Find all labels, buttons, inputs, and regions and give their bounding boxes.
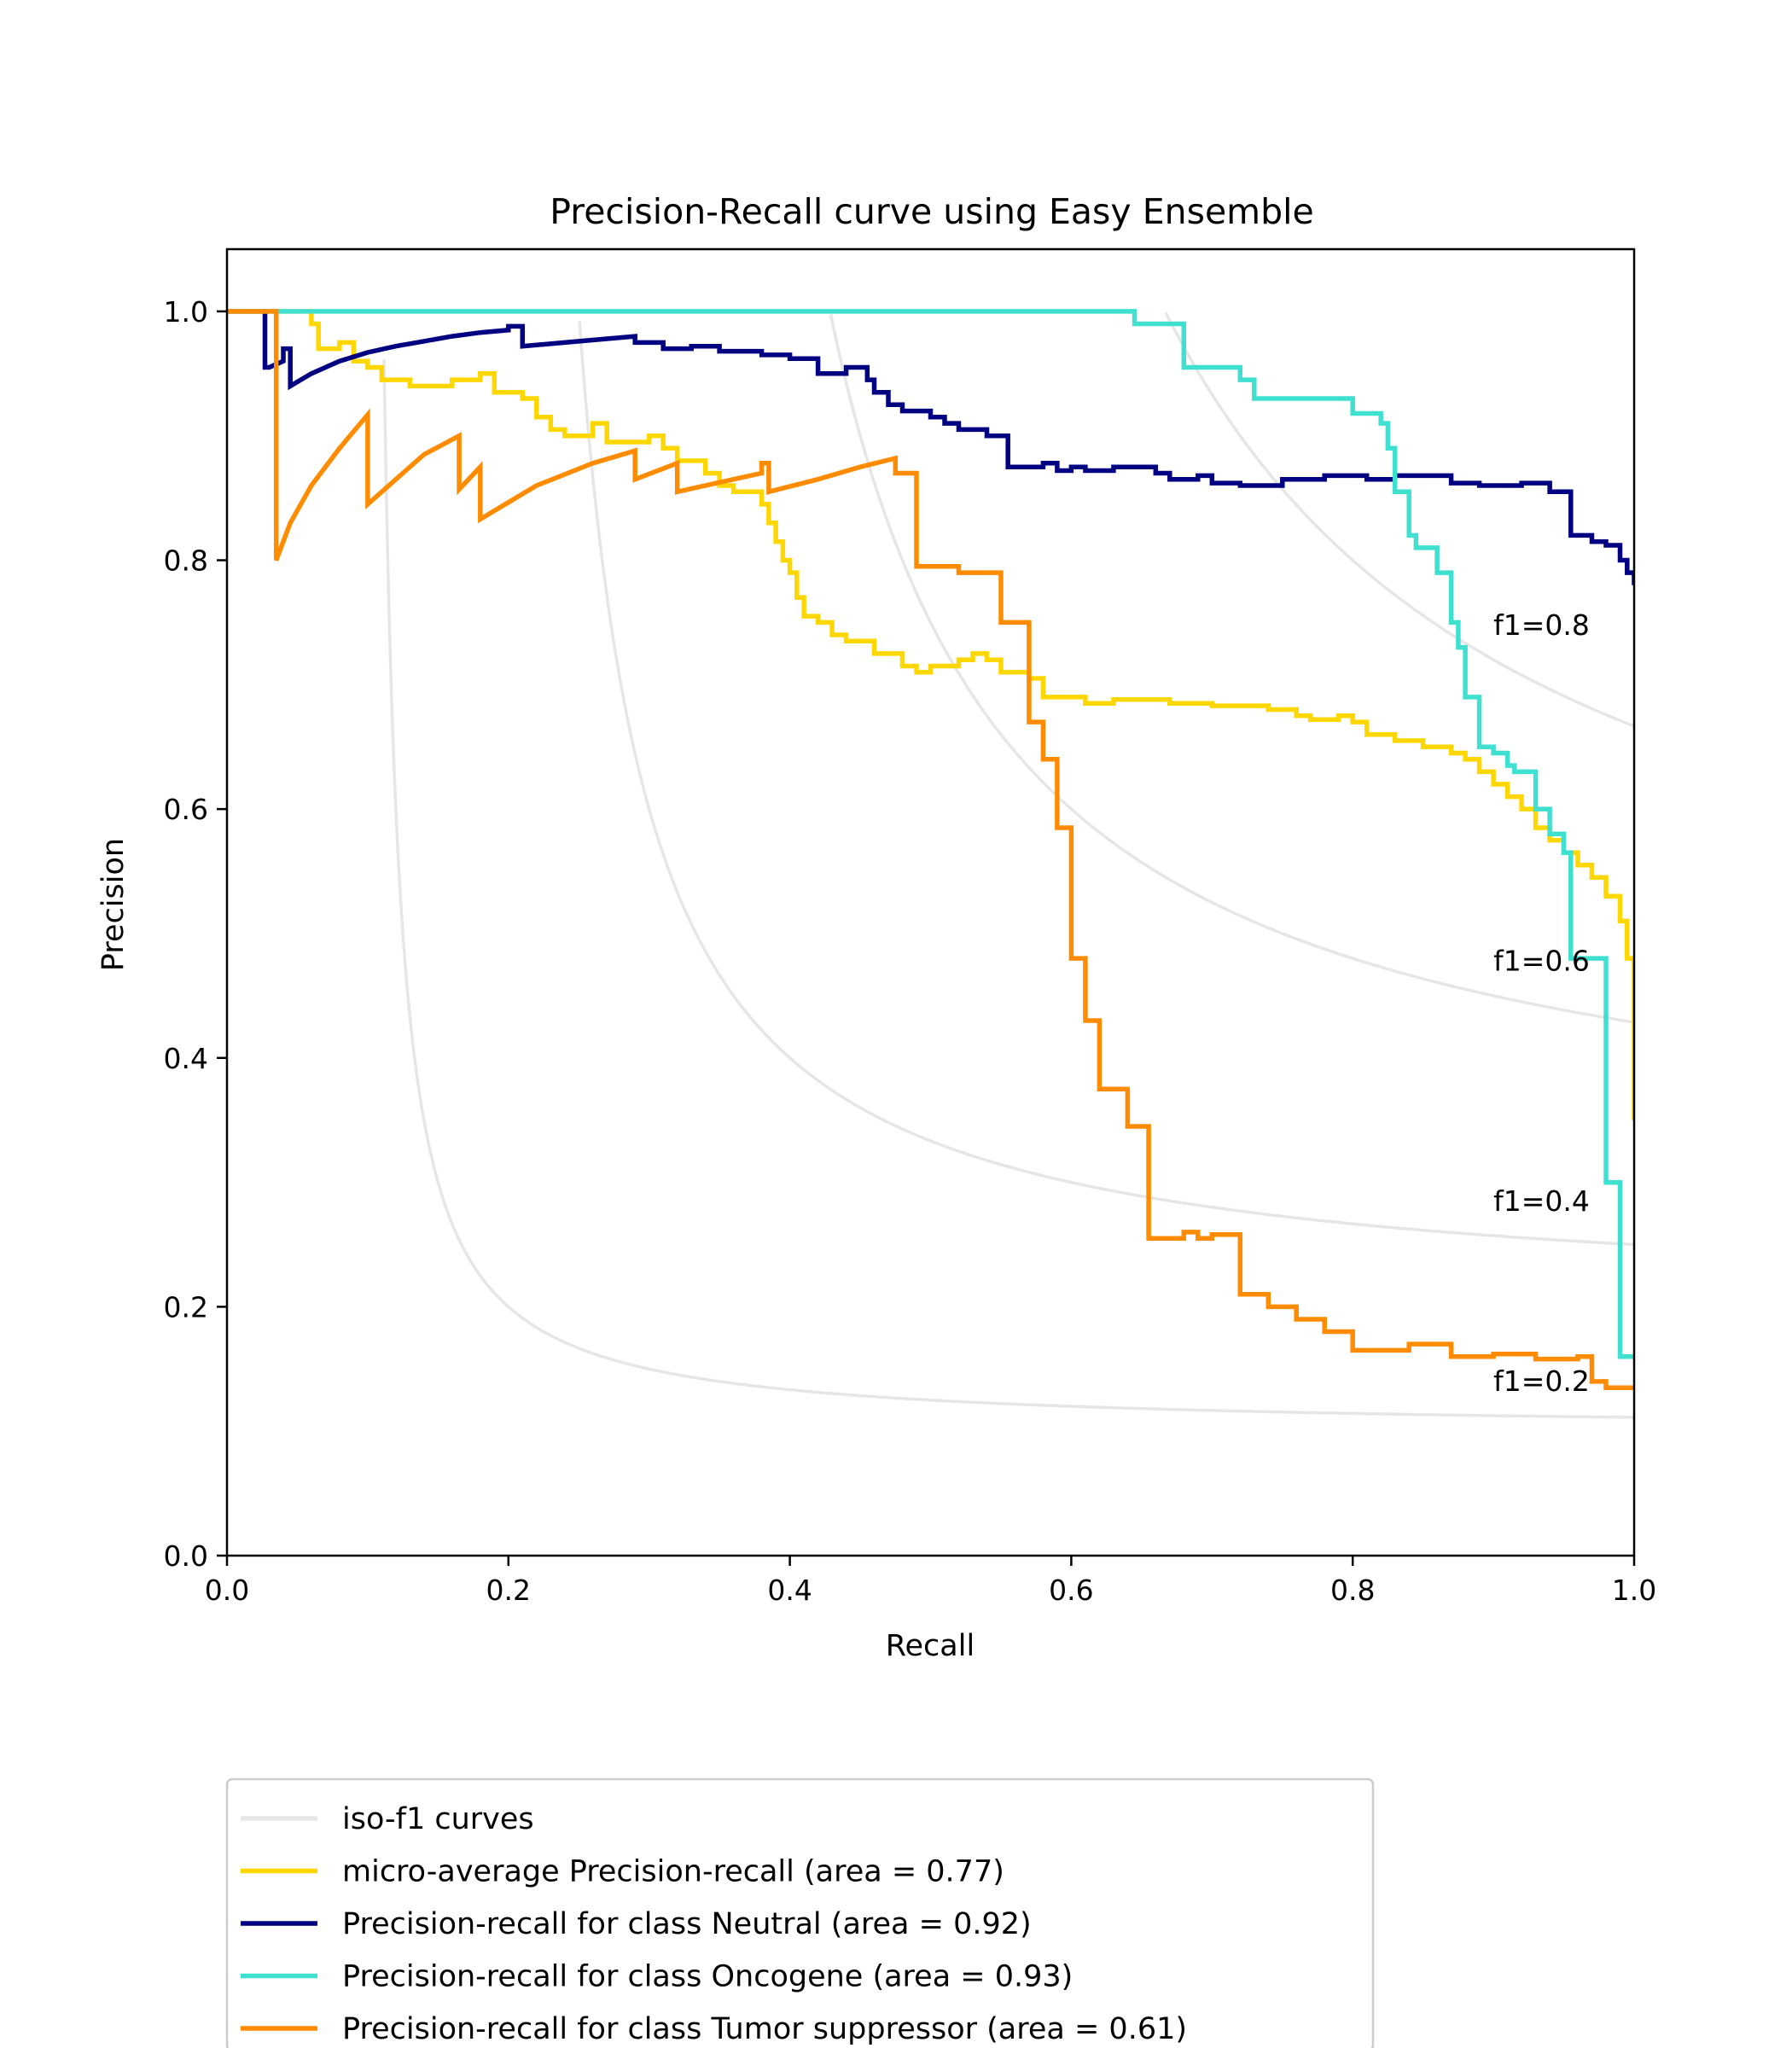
y-tick-label: 0.0 — [164, 1539, 208, 1573]
series-line-precision-recall-for-class-oncogene — [227, 309, 1634, 1359]
x-axis-label: Recall — [886, 1629, 975, 1663]
legend: iso-f1 curves micro-average Precision-rec… — [225, 1777, 1375, 2048]
legend-entry: iso-f1 curves — [342, 1802, 534, 1836]
x-tick-label: 0.4 — [767, 1574, 812, 1607]
series-line-precision-recall-for-class-tumor-suppressor — [227, 309, 1634, 1390]
iso-f1-label: f1=0.8 — [1493, 608, 1590, 642]
y-tick-label: 1.0 — [164, 295, 208, 329]
x-tick-label: 0.8 — [1330, 1574, 1375, 1607]
iso-f1-curves — [382, 311, 1634, 1419]
y-tick-label: 0.6 — [164, 793, 208, 826]
iso-f1-curve — [578, 321, 1634, 1247]
y-axis-label: Precision — [96, 838, 131, 971]
iso-f1-label: f1=0.4 — [1493, 1184, 1590, 1218]
iso-f1-curve — [829, 313, 1634, 1024]
iso-f1-curve — [382, 359, 1634, 1419]
iso-f1-curve — [1164, 311, 1634, 728]
legend-entry: Precision-recall for class Neutral (area… — [342, 1907, 1032, 1941]
iso-f1-labels: f1=0.2 f1=0.4 f1=0.6 f1=0.8 — [1493, 608, 1590, 1398]
x-tick-label: 0.2 — [486, 1574, 531, 1607]
x-axis-ticks: 0.0 0.2 0.4 0.6 0.8 1.0 — [205, 1556, 1656, 1607]
y-tick-label: 0.4 — [164, 1042, 208, 1075]
iso-f1-label: f1=0.2 — [1493, 1364, 1590, 1398]
series-lines — [227, 309, 1634, 1390]
legend-entry: Precision-recall for class Oncogene (are… — [342, 1960, 1073, 1994]
y-tick-label: 0.2 — [164, 1290, 208, 1324]
x-tick-label: 0.6 — [1049, 1574, 1093, 1607]
y-tick-label: 0.8 — [164, 544, 208, 578]
chart-title: Precision-Recall curve using Easy Ensemb… — [550, 191, 1314, 232]
y-axis-ticks: 0.0 0.2 0.4 0.6 0.8 1.0 — [164, 295, 227, 1573]
x-tick-label: 0.0 — [205, 1574, 249, 1607]
iso-f1-label: f1=0.6 — [1493, 945, 1590, 978]
x-tick-label: 1.0 — [1612, 1574, 1656, 1607]
series-line-micro-average-precision-recall — [227, 309, 1634, 1120]
plot-frame — [225, 247, 1636, 1557]
series-line-precision-recall-for-class-neutral — [227, 309, 1634, 585]
legend-entry: micro-average Precision-recall (area = 0… — [342, 1855, 1004, 1889]
legend-entry: Precision-recall for class Tumor suppres… — [342, 2012, 1187, 2046]
legend-box — [225, 1777, 1375, 2048]
